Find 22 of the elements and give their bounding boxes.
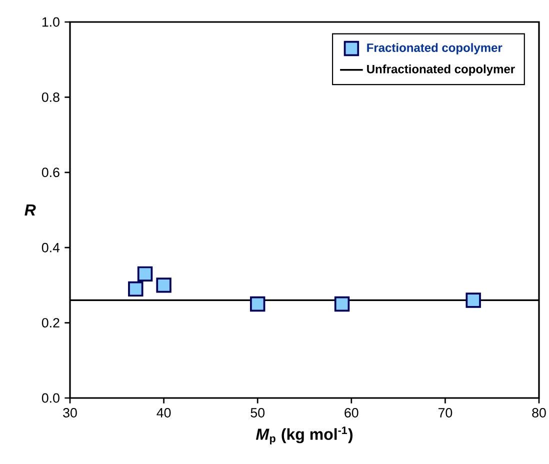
- x-tick-label: 70: [438, 408, 452, 418]
- y-tick-label: 0.4: [42, 242, 60, 252]
- point: [466, 292, 481, 308]
- legend-label: Fractionated copolymer: [367, 43, 502, 54]
- y-tick-label: 0.2: [42, 318, 60, 328]
- y-tick-label: 0.6: [42, 168, 60, 178]
- y-tick-label: 0.8: [42, 92, 60, 102]
- x-tick-label: 80: [532, 408, 546, 418]
- legend-label: Unfractionated copolymer: [367, 64, 515, 76]
- x-tick-label: 30: [63, 408, 77, 418]
- x-tick-label: 60: [344, 408, 358, 418]
- y-tick-label: 0.0: [42, 393, 60, 403]
- point: [250, 296, 266, 312]
- point: [156, 278, 172, 293]
- point: [128, 281, 144, 297]
- x-tick-label: 40: [156, 408, 171, 418]
- y-tick-label: 1.0: [42, 17, 60, 27]
- x-tick-label: 50: [250, 408, 264, 418]
- x-axis-title: M$_{p}$ (kg mol$^{-1}$): [256, 426, 353, 444]
- y-axis-title: R: [24, 204, 36, 216]
- point: [334, 296, 350, 312]
- point: [137, 266, 153, 282]
